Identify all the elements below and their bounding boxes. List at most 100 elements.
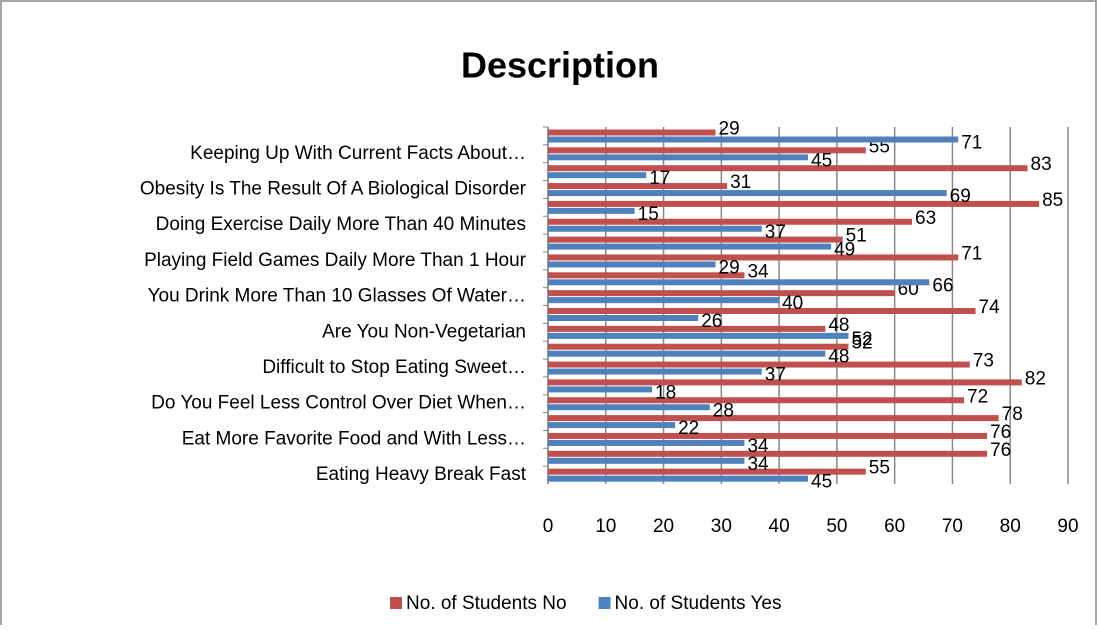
bar bbox=[548, 343, 849, 350]
data-label: 82 bbox=[1025, 368, 1046, 389]
bar bbox=[548, 432, 988, 439]
bar bbox=[548, 154, 808, 161]
legend-label: No. of Students No bbox=[406, 593, 567, 614]
bar bbox=[548, 475, 808, 482]
bar bbox=[548, 439, 745, 446]
bar bbox=[548, 236, 843, 243]
data-label: 83 bbox=[1031, 154, 1052, 175]
bar bbox=[548, 404, 710, 411]
bar bbox=[548, 129, 716, 136]
bar bbox=[548, 147, 866, 154]
bar bbox=[548, 261, 716, 268]
data-label: 34 bbox=[747, 261, 769, 282]
bar bbox=[548, 218, 912, 225]
bar bbox=[548, 368, 762, 375]
data-label: 45 bbox=[811, 150, 832, 171]
x-tick-label: 70 bbox=[942, 516, 963, 537]
y-tick-label: Are You Non-Vegetarian bbox=[322, 321, 526, 342]
y-tick-label: Do You Feel Less Control Over Diet When… bbox=[151, 393, 526, 414]
data-label: 26 bbox=[701, 311, 722, 332]
data-label: 18 bbox=[655, 382, 676, 403]
x-tick-label: 40 bbox=[769, 516, 790, 537]
x-tick-label: 90 bbox=[1057, 516, 1078, 537]
data-label: 15 bbox=[638, 204, 659, 225]
data-label: 76 bbox=[990, 422, 1011, 443]
bar bbox=[548, 297, 780, 304]
y-tick-label: Doing Exercise Daily More Than 40 Minute… bbox=[156, 214, 526, 235]
x-tick-label: 20 bbox=[653, 516, 674, 537]
chart-title: Description bbox=[461, 45, 659, 86]
data-label: 34 bbox=[747, 454, 769, 475]
data-label: 71 bbox=[961, 133, 982, 154]
bar bbox=[548, 386, 652, 393]
bar bbox=[548, 165, 1028, 172]
bar bbox=[548, 225, 762, 232]
x-tick-label: 60 bbox=[884, 516, 905, 537]
bar bbox=[548, 272, 745, 279]
bar bbox=[548, 457, 745, 464]
data-label: 28 bbox=[713, 400, 734, 421]
data-label: 55 bbox=[869, 458, 890, 479]
data-label: 29 bbox=[719, 119, 740, 140]
bar bbox=[548, 200, 1040, 207]
legend-swatch bbox=[598, 597, 611, 609]
y-tick-label: Eating Heavy Break Fast bbox=[316, 464, 527, 485]
data-label: 78 bbox=[1002, 404, 1023, 425]
bar bbox=[548, 136, 959, 143]
data-label: 66 bbox=[932, 275, 953, 296]
bar bbox=[548, 290, 895, 297]
data-label: 52 bbox=[851, 329, 872, 350]
data-label: 49 bbox=[834, 240, 855, 261]
bar bbox=[548, 415, 999, 422]
data-label: 37 bbox=[765, 365, 786, 386]
bar bbox=[548, 183, 728, 190]
x-tick-label: 30 bbox=[711, 516, 732, 537]
data-label: 51 bbox=[846, 226, 867, 247]
data-label: 22 bbox=[678, 418, 699, 439]
bar bbox=[548, 325, 826, 332]
data-label: 63 bbox=[915, 208, 936, 229]
data-label: 69 bbox=[950, 186, 971, 207]
y-tick-label: Difficult to Stop Eating Sweet… bbox=[262, 357, 526, 378]
bar bbox=[548, 379, 1022, 386]
data-label: 72 bbox=[967, 386, 988, 407]
bar bbox=[548, 450, 988, 457]
data-label: 76 bbox=[990, 440, 1011, 461]
bar bbox=[548, 315, 699, 321]
data-label: 34 bbox=[747, 436, 769, 457]
bar bbox=[548, 254, 959, 261]
x-tick-label: 80 bbox=[1000, 516, 1021, 537]
bar bbox=[548, 397, 964, 404]
data-label: 37 bbox=[765, 222, 786, 243]
data-label: 45 bbox=[811, 472, 832, 493]
data-label: 40 bbox=[782, 293, 803, 314]
x-tick-label: 10 bbox=[595, 516, 616, 537]
data-label: 73 bbox=[973, 351, 994, 372]
legend-label: No. of Students Yes bbox=[615, 593, 782, 614]
bar bbox=[548, 207, 635, 214]
data-label: 52 bbox=[851, 333, 872, 354]
data-label: 17 bbox=[649, 168, 670, 189]
bar bbox=[548, 172, 647, 179]
data-label: 71 bbox=[961, 243, 982, 264]
bar bbox=[548, 279, 930, 286]
data-label: 48 bbox=[828, 315, 849, 336]
y-tick-label: Keeping Up With Current Facts About… bbox=[190, 143, 526, 164]
y-tick-label: You Drink More Than 10 Glasses Of Water… bbox=[148, 286, 526, 307]
data-label: 31 bbox=[730, 172, 751, 193]
bar bbox=[548, 422, 676, 429]
bar bbox=[548, 350, 826, 357]
data-label: 29 bbox=[719, 257, 740, 278]
bar bbox=[548, 361, 970, 368]
y-tick-label: Obesity Is The Result Of A Biological Di… bbox=[140, 178, 527, 199]
data-label: 74 bbox=[979, 297, 1001, 318]
data-label: 48 bbox=[828, 347, 849, 368]
bar bbox=[548, 308, 976, 314]
x-tick-label: 50 bbox=[826, 516, 847, 537]
data-label: 85 bbox=[1042, 190, 1063, 211]
bar bbox=[548, 243, 832, 250]
y-tick-label: Playing Field Games Daily More Than 1 Ho… bbox=[144, 250, 527, 271]
bar bbox=[548, 190, 947, 197]
bar bbox=[548, 332, 849, 339]
